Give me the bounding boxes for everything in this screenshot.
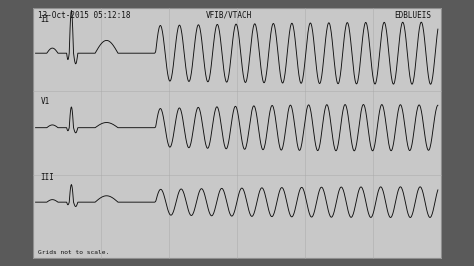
Text: Grids not to scale.: Grids not to scale. — [38, 250, 109, 255]
Bar — [33, 8, 441, 258]
Text: 13-Oct-2015 05:12:18: 13-Oct-2015 05:12:18 — [38, 11, 130, 20]
Text: VFIB/VTACH: VFIB/VTACH — [206, 11, 252, 20]
Text: III: III — [40, 173, 54, 182]
Text: EDBLUEIS: EDBLUEIS — [394, 11, 431, 20]
Text: II: II — [40, 15, 50, 24]
Text: V1: V1 — [40, 97, 50, 106]
